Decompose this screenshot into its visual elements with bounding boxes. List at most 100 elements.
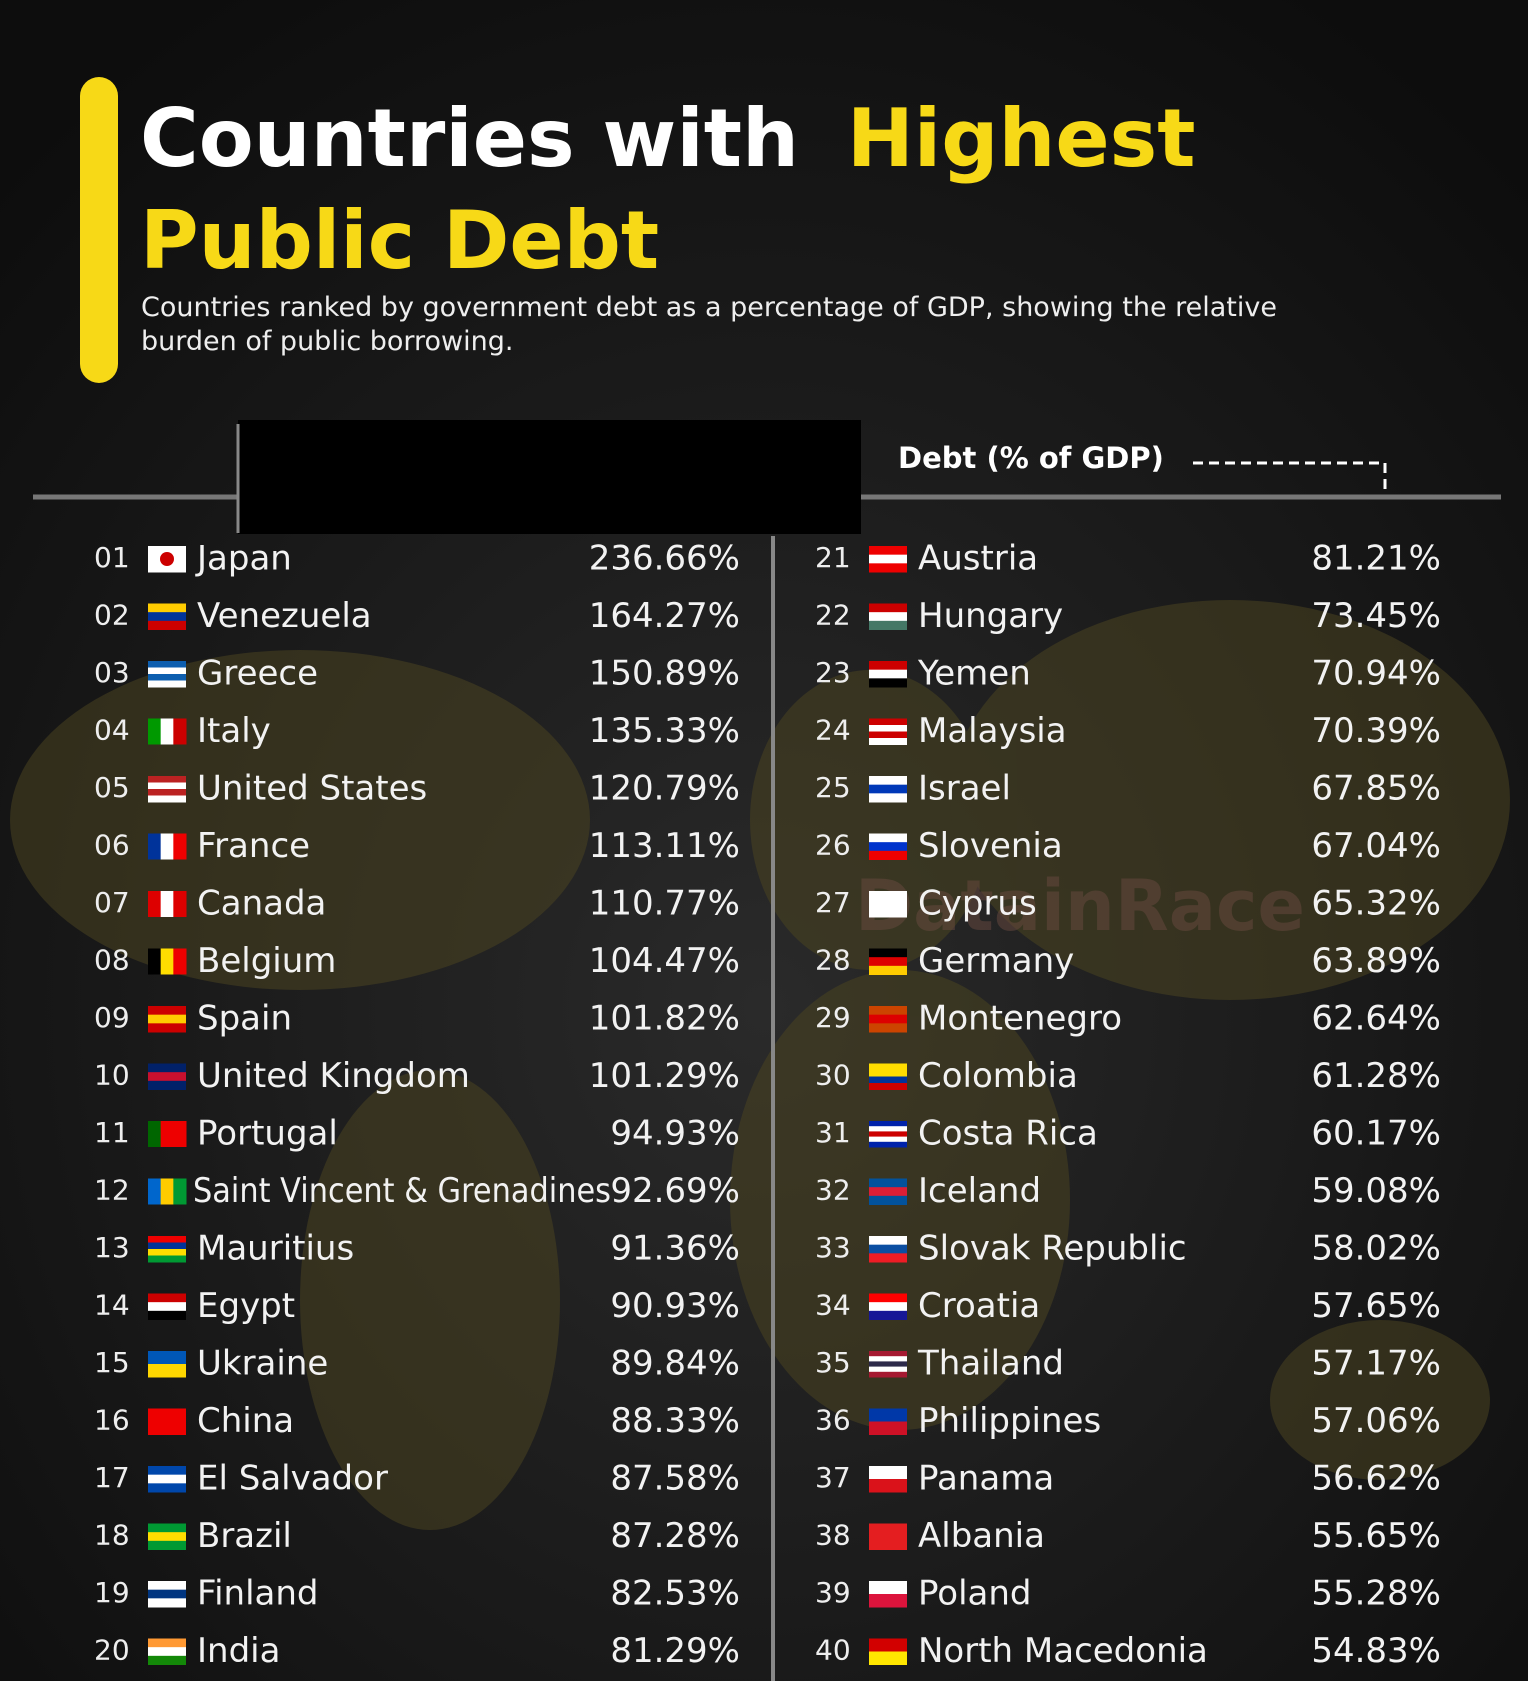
flag-stripe	[148, 1532, 186, 1542]
debt-value: 58.02%	[1311, 1229, 1441, 1269]
debt-value: 81.21%	[1311, 539, 1441, 579]
flag-icon	[148, 1063, 186, 1090]
rank: 22	[815, 599, 851, 632]
flag-stripe	[869, 1523, 907, 1537]
flag-stripe	[869, 603, 907, 613]
country-name: Ukraine	[197, 1344, 328, 1384]
world-map	[10, 600, 1510, 1530]
flag-stripe	[148, 603, 186, 613]
flag-stripe	[869, 1178, 907, 1188]
title-line-1: Countries with Highest	[140, 92, 1196, 185]
flag-icon	[869, 546, 907, 573]
flag-stripe	[148, 680, 186, 688]
flag-stripe	[148, 1351, 186, 1365]
flag-icon	[869, 833, 907, 860]
rank: 01	[94, 541, 130, 574]
flag-stripe	[869, 1023, 907, 1033]
country-name: China	[197, 1401, 294, 1441]
watermark: DatainRace	[855, 865, 1305, 947]
title-white: Countries with	[140, 92, 799, 185]
debt-value: 135.33%	[589, 711, 740, 751]
flag-stripe	[148, 891, 162, 917]
debt-value: 164.27%	[589, 596, 740, 636]
country-name: Greece	[197, 654, 318, 694]
rank: 07	[94, 886, 130, 919]
debt-value: 101.29%	[589, 1056, 740, 1096]
debt-value: 89.84%	[610, 1344, 740, 1384]
flag-stripe	[148, 1408, 186, 1422]
flag-stripe	[173, 1121, 187, 1147]
rank: 28	[815, 944, 851, 977]
flag-icon	[148, 661, 186, 688]
flag-stripe	[173, 833, 187, 860]
flag-stripe	[148, 1236, 186, 1243]
title-yellow: Highest	[847, 92, 1196, 185]
rank: 34	[815, 1289, 851, 1322]
flag-stripe	[148, 1655, 186, 1665]
debt-value: 67.04%	[1311, 826, 1441, 866]
flag-stripe	[869, 776, 907, 786]
flag-stripe	[160, 833, 174, 860]
rank: 23	[815, 656, 851, 689]
flag-stripe	[148, 1598, 186, 1608]
country-name: Thailand	[917, 1344, 1064, 1384]
flag-stripe	[148, 1483, 186, 1493]
flag-icon	[869, 1121, 907, 1148]
rank: 21	[815, 541, 851, 574]
country-name: Slovak Republic	[918, 1229, 1187, 1269]
debt-value: 59.08%	[1311, 1171, 1441, 1211]
debt-value: 101.82%	[589, 999, 740, 1039]
flag-stripe	[160, 891, 174, 917]
flag-stripe	[869, 850, 907, 860]
rank: 19	[94, 1576, 130, 1609]
flag-stripe	[869, 1126, 907, 1132]
flag-icon	[869, 603, 907, 630]
flag-stripe	[869, 620, 907, 630]
flag-stripe	[148, 1023, 186, 1033]
rank: 32	[815, 1174, 851, 1207]
flag-icon	[148, 1178, 187, 1205]
debt-value: 87.28%	[610, 1516, 740, 1556]
country-name: Japan	[195, 539, 292, 579]
flag-stripe	[148, 795, 186, 803]
rank: 10	[94, 1059, 130, 1092]
flag-stripe	[148, 1474, 186, 1484]
flag-stripe	[173, 891, 187, 917]
country-name: United States	[197, 769, 427, 809]
country-name: Slovenia	[918, 826, 1063, 866]
country-name: Costa Rica	[918, 1114, 1098, 1154]
rank: 06	[94, 829, 130, 862]
flag-stripe	[869, 661, 907, 671]
flag-icon	[148, 718, 187, 745]
debt-value: 73.45%	[1311, 596, 1441, 636]
flag-icon	[869, 1063, 907, 1090]
flag-stripe	[869, 1594, 907, 1608]
country-name: Hungary	[918, 596, 1063, 636]
flag-stripe	[869, 1293, 907, 1303]
flag-stripe	[148, 1647, 186, 1657]
flag-icon	[148, 891, 187, 917]
flag-icon	[869, 948, 907, 975]
debt-value: 87.58%	[610, 1459, 740, 1499]
rank: 04	[94, 714, 130, 747]
rank: 17	[94, 1461, 130, 1494]
country-name: India	[197, 1631, 280, 1671]
country-name: Portugal	[197, 1114, 338, 1154]
flag-stripe	[869, 1131, 907, 1138]
flag-stripe	[148, 1293, 186, 1303]
flag-stripe	[173, 718, 187, 745]
rank: 31	[815, 1116, 851, 1149]
country-name: Albania	[918, 1516, 1045, 1556]
rank: 08	[94, 944, 130, 977]
flag-stripe	[869, 1479, 907, 1493]
debt-value: 90.93%	[610, 1286, 740, 1326]
rank: 15	[94, 1346, 130, 1379]
flag-stripe	[869, 1421, 907, 1435]
debt-value: 63.89%	[1311, 941, 1441, 981]
flag-stripe	[869, 669, 907, 679]
flag-stripe	[148, 620, 186, 630]
flag-stripe	[148, 674, 186, 681]
rank: 13	[94, 1231, 130, 1264]
flag-stripe	[869, 833, 907, 843]
flag-icon	[869, 1236, 907, 1263]
